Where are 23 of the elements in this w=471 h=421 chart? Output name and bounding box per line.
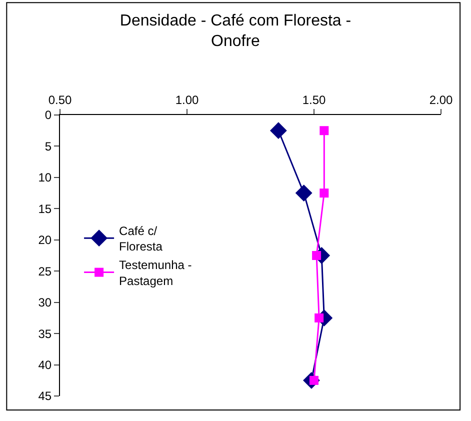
y-tick-label: 45 [38,389,52,404]
y-tick-label: 10 [38,170,52,185]
x-tick-label: 1.00 [175,93,199,108]
x-tick-label: 1.50 [302,93,326,108]
point [320,126,329,136]
point [312,251,322,260]
x-tick-label: 0.50 [48,93,72,108]
x-tick-label: 2.00 [429,93,453,108]
y-tick-label: 15 [38,202,52,216]
y-tick-label: 40 [38,358,52,372]
point [314,313,324,322]
chart-title: Densidade - Café com Floresta - Onofre [120,12,352,50]
point [295,184,312,202]
y-tick-label: 35 [38,326,52,341]
y-tick-label: 5 [44,139,52,154]
y-tick-label: 20 [38,233,52,248]
legend-label: Testemunha - Pastagem [119,258,192,288]
point [270,122,287,140]
y-tick-label: 0 [44,108,52,122]
point [320,188,329,198]
y-tick-label: 30 [38,296,52,310]
y-tick-label: 25 [38,264,52,278]
legend-label: Café c/ Floresta [119,224,163,254]
